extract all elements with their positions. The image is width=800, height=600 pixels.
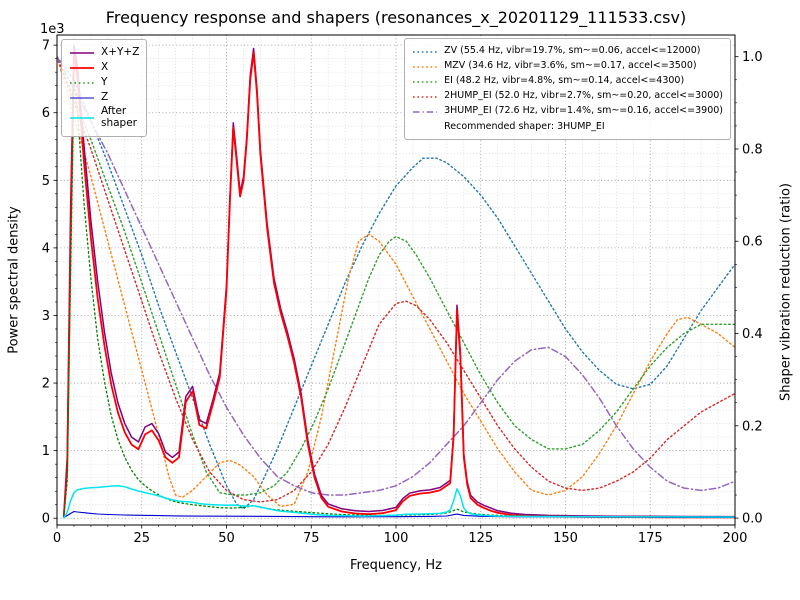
series-line — [57, 55, 735, 496]
legend-item-label: X — [101, 60, 109, 73]
legend-item: Z — [69, 90, 139, 105]
legend-item: After shaper — [69, 105, 139, 131]
legend-swatch — [70, 51, 94, 54]
tick-label: 6 — [42, 106, 50, 121]
axis-ticks: 0 25 50 75 100 125 150 175 200 0 1 2 3 4 5 6 7 0.0 0.2 0.4 0… — [42, 39, 763, 546]
series-line — [63, 485, 735, 519]
tick-label: 0.8 — [742, 142, 763, 157]
legend-swatch — [70, 81, 94, 84]
tick-label: 2 — [42, 377, 50, 392]
legend-swatch — [413, 110, 438, 113]
legend-swatch — [413, 95, 438, 98]
legend-shapers: ZV (55.4 Hz, vibr=19.7%, sm~=0.06, accel… — [404, 38, 731, 140]
tick-label: 0.4 — [742, 327, 763, 342]
y-axis-label-left: Power spectral density — [6, 206, 22, 354]
legend-swatch — [70, 66, 94, 69]
tick-label: 25 — [133, 531, 150, 546]
tick-label: 0 — [53, 531, 61, 546]
legend-item-label: After shaper — [101, 105, 138, 129]
legend-item-label: X+Y+Z — [101, 45, 140, 58]
tick-label: 75 — [303, 531, 320, 546]
legend-swatch — [70, 117, 94, 119]
tick-label: 125 — [468, 531, 493, 546]
tick-label: 5 — [42, 174, 50, 189]
tick-label: 50 — [218, 531, 235, 546]
legend-item-label: 3HUMP_EI (72.6 Hz, vibr=1.4%, sm~=0.16, … — [444, 105, 723, 117]
legend-item: EI (48.2 Hz, vibr=4.8%, sm~=0.14, accel<… — [412, 74, 723, 89]
tick-label: 200 — [723, 531, 748, 546]
x-axis-label: Frequency, Hz — [349, 558, 443, 573]
legend-item: MZV (34.6 Hz, vibr=3.6%, sm~=0.17, accel… — [412, 59, 723, 74]
legend-item: 3HUMP_EI (72.6 Hz, vibr=1.4%, sm~=0.16, … — [412, 104, 723, 119]
legend-item: ZV (55.4 Hz, vibr=19.7%, sm~=0.06, accel… — [412, 44, 723, 59]
tick-label: 1.0 — [742, 50, 763, 65]
legend-item-label: EI (48.2 Hz, vibr=4.8%, sm~=0.14, accel<… — [444, 75, 685, 87]
legend-item-label: ZV (55.4 Hz, vibr=19.7%, sm~=0.06, accel… — [444, 45, 701, 57]
tick-label: 100 — [384, 531, 409, 546]
tick-label: 4 — [42, 241, 50, 256]
chart-title: Frequency response and shapers (resonanc… — [105, 8, 687, 27]
series-line — [62, 51, 735, 519]
tick-label: 0.2 — [742, 419, 763, 434]
series-line — [57, 56, 735, 510]
tick-label: 0.6 — [742, 235, 763, 250]
legend-item-label: Y — [101, 75, 108, 88]
legend-item-label: 2HUMP_EI (52.0 Hz, vibr=2.7%, sm~=0.20, … — [444, 90, 723, 102]
y-axis-label-right: Shaper vibration reduction (ratio) — [778, 183, 794, 401]
legend-item: X — [69, 60, 139, 75]
curves — [57, 44, 735, 519]
tick-label: 0.0 — [742, 512, 763, 527]
tick-label: 7 — [42, 39, 50, 54]
tick-label: 3 — [42, 309, 50, 324]
legend-swatch — [413, 80, 438, 83]
legend-item: X+Y+Z — [69, 45, 139, 60]
legend-psd: X+Y+Z X Y Z After shaper — [61, 39, 148, 137]
y-axis-offset-text: 1e3 — [40, 22, 65, 37]
tick-label: 175 — [638, 531, 663, 546]
legend-item-label: Z — [101, 90, 109, 103]
series-line — [57, 56, 735, 508]
legend-swatch — [70, 96, 94, 99]
legend-item: 2HUMP_EI (52.0 Hz, vibr=2.7%, sm~=0.20, … — [412, 89, 723, 104]
legend-recommended-note: Recommended shaper: 3HUMP_EI — [444, 121, 605, 132]
tick-label: 150 — [553, 531, 578, 546]
legend-item-label: MZV (34.6 Hz, vibr=3.6%, sm~=0.17, accel… — [444, 60, 697, 72]
legend-swatch — [413, 65, 438, 68]
series-line — [63, 78, 735, 518]
tick-label: 1 — [42, 444, 50, 459]
legend-item: Y — [69, 75, 139, 90]
tick-label: 0 — [42, 512, 50, 527]
legend-swatch — [413, 50, 438, 53]
series-line — [57, 56, 735, 503]
